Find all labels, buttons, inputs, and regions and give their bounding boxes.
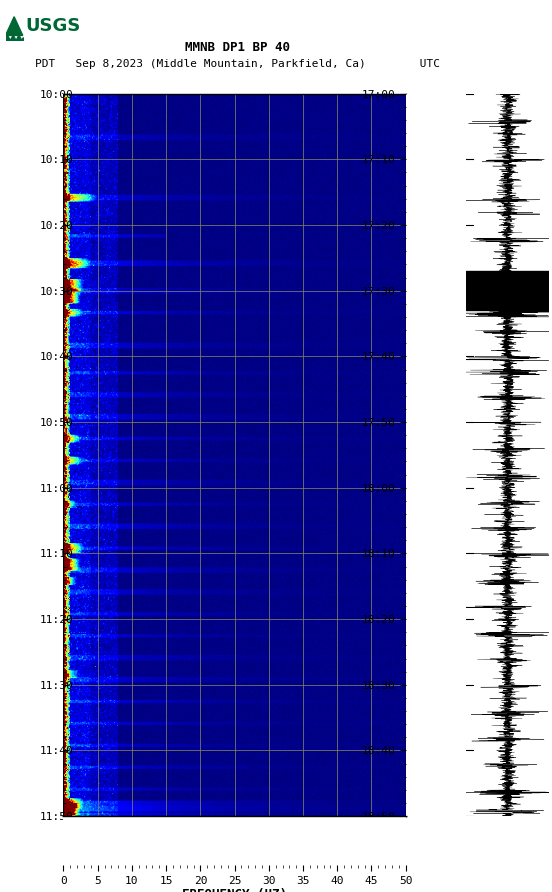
- Text: USGS: USGS: [25, 17, 80, 35]
- X-axis label: FREQUENCY (HZ): FREQUENCY (HZ): [182, 887, 287, 892]
- Polygon shape: [6, 17, 23, 36]
- Text: MMNB DP1 BP 40: MMNB DP1 BP 40: [185, 41, 290, 54]
- Text: PDT   Sep 8,2023 (Middle Mountain, Parkfield, Ca)        UTC: PDT Sep 8,2023 (Middle Mountain, Parkfie…: [35, 59, 440, 70]
- Bar: [466, 271, 549, 310]
